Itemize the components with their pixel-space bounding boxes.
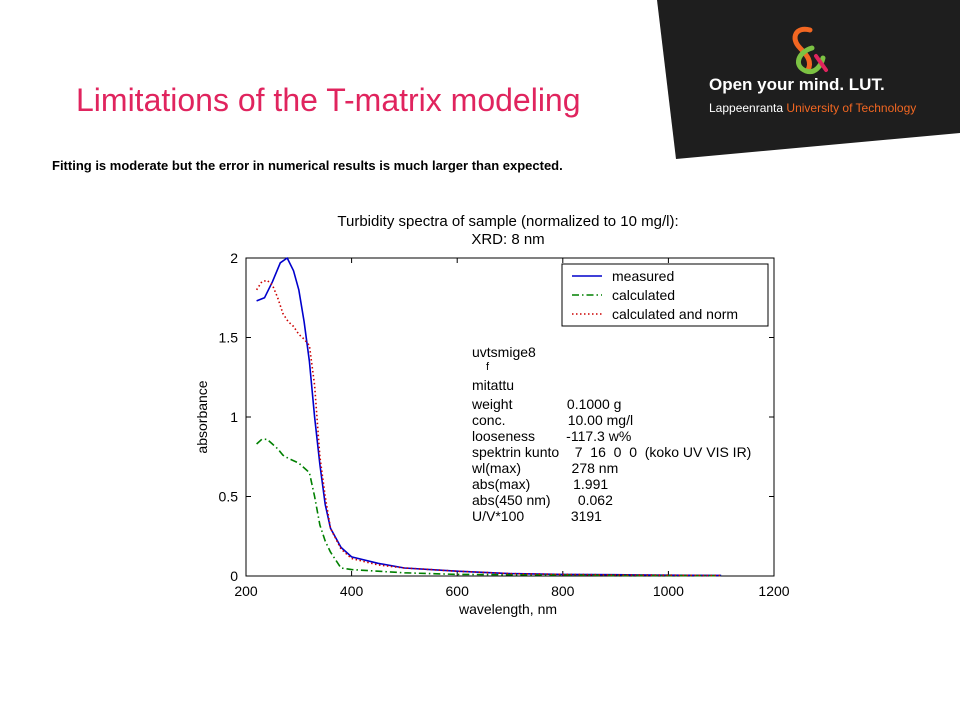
slide-title: Limitations of the T-matrix modeling bbox=[76, 82, 581, 118]
y-tick-label: 2 bbox=[230, 250, 238, 266]
logo-tagline: Open your mind. LUT. bbox=[709, 75, 885, 94]
annotation-line: abs(max) 1.991 bbox=[472, 476, 608, 492]
logo-university-prefix: Lappeenranta bbox=[709, 101, 787, 115]
annotation-line: spektrin kunto 7 16 0 0 (koko UV VIS IR) bbox=[472, 444, 751, 460]
annotation-line: wl(max) 278 nm bbox=[471, 460, 618, 476]
y-axis-label: absorbance bbox=[194, 380, 210, 453]
chart-title: Turbidity spectra of sample (normalized … bbox=[337, 213, 678, 230]
annotation-line: U/V*100 3191 bbox=[472, 508, 602, 524]
slide-subtitle: Fitting is moderate but the error in num… bbox=[52, 158, 563, 173]
annotation-line: abs(450 nm) 0.062 bbox=[472, 492, 613, 508]
y-tick-label: 1 bbox=[230, 409, 238, 425]
chart-subtitle: XRD: 8 nm bbox=[471, 231, 544, 248]
y-tick-label: 0.5 bbox=[219, 489, 239, 505]
x-tick-label: 1000 bbox=[653, 583, 684, 599]
annotation-line: uvtsmige8 bbox=[472, 344, 536, 360]
x-tick-label: 400 bbox=[340, 583, 364, 599]
y-tick-label: 1.5 bbox=[219, 330, 239, 346]
x-tick-label: 800 bbox=[551, 583, 575, 599]
logo-university-accent: University of Technology bbox=[786, 101, 917, 115]
y-tick-label: 0 bbox=[230, 568, 238, 584]
x-axis-label: wavelength, nm bbox=[458, 601, 557, 617]
x-tick-label: 600 bbox=[446, 583, 470, 599]
annotation-line: weight 0.1000 g bbox=[471, 396, 621, 412]
annotation-line: conc. 10.00 mg/l bbox=[472, 412, 633, 428]
logo-university: Lappeenranta University of Technology bbox=[709, 101, 916, 115]
legend-label: calculated bbox=[612, 287, 675, 303]
axis-ticks: 200 400 600 800 1000 1200 0 0.5 1 1.5 2 bbox=[219, 250, 790, 599]
x-tick-label: 1200 bbox=[758, 583, 789, 599]
series-line-calculated bbox=[256, 438, 722, 577]
x-tick-label: 200 bbox=[234, 583, 258, 599]
legend-label: measured bbox=[612, 268, 674, 284]
annotation-line: f bbox=[486, 361, 490, 373]
annotation-line: mitattu bbox=[472, 377, 514, 393]
annotation-line: looseness -117.3 w% bbox=[472, 428, 631, 444]
legend-box bbox=[561, 263, 769, 327]
legend: measured calculated calculated and norm bbox=[561, 263, 769, 327]
legend-label: calculated and norm bbox=[612, 306, 738, 322]
series-layer bbox=[255, 257, 722, 577]
